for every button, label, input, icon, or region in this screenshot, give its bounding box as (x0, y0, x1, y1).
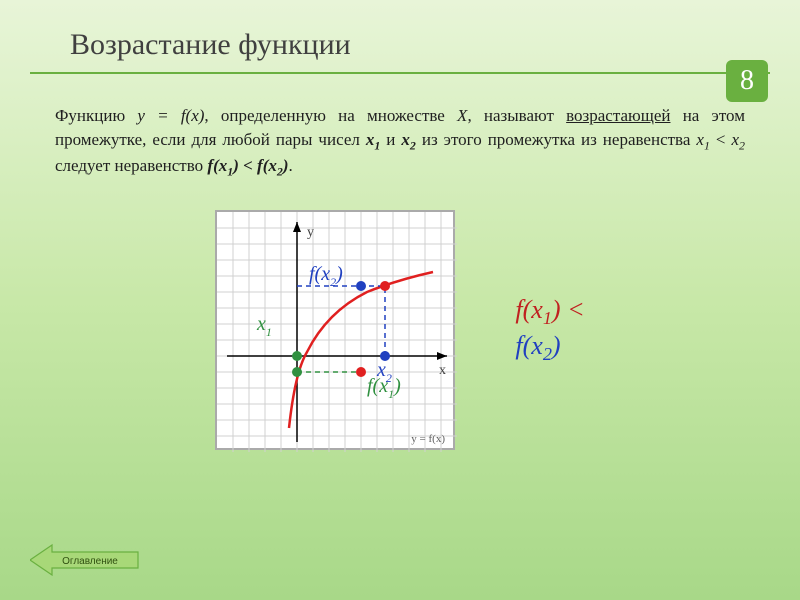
def-i1b: x (731, 130, 739, 149)
def-x2: x (401, 130, 410, 149)
svg-text:x: x (439, 363, 446, 378)
ineq-lhs-sub: 1 (543, 308, 552, 328)
arrow-left-icon: Оглавление (30, 543, 140, 577)
def-p2: , называют (467, 106, 566, 125)
ineq-rhs-t: f(x (515, 331, 542, 360)
title-rule (30, 72, 770, 74)
function-chart: yxx1x2f(x1)f(x2)y = f(x) (215, 210, 455, 450)
ineq-rhs-c: ) (552, 331, 561, 360)
slide-number-badge: 8 (726, 60, 768, 102)
def-p1: , определенную на множестве (204, 106, 457, 125)
ineq-rhs: f(x2) (515, 331, 560, 360)
svg-text:f(x1): f(x1) (367, 375, 401, 401)
def-prefix: Функцию (55, 106, 137, 125)
def-i2a: f(x (207, 156, 227, 175)
inequality-display: f(x1) < f(x2) (515, 294, 584, 366)
chart-svg: yxx1x2f(x1)f(x2)y = f(x) (217, 212, 457, 452)
def-lt1: < (710, 130, 732, 149)
def-p5: следует неравенство (55, 156, 207, 175)
definition-text: Функцию y = f(x), определенную на множес… (55, 104, 745, 180)
svg-text:x1: x1 (256, 313, 272, 339)
svg-text:y = f(x): y = f(x) (412, 433, 446, 445)
svg-text:f(x2): f(x2) (309, 263, 343, 289)
def-func: y = f(x) (137, 106, 204, 125)
svg-text:y: y (307, 225, 314, 240)
def-period: . (289, 156, 293, 175)
def-i1a: x (696, 130, 704, 149)
def-p4: из этого промежутка из неравенства (416, 130, 697, 149)
def-i2b: f(x (257, 156, 277, 175)
toc-label: Оглавление (62, 556, 118, 567)
page-title: Возрастание функции (0, 0, 800, 72)
ineq-lhs-t: f(x (515, 295, 542, 324)
def-and: и (380, 130, 401, 149)
def-lt2: < (239, 156, 257, 175)
content-row: yxx1x2f(x1)f(x2)y = f(x) f(x1) < f(x2) (0, 210, 800, 450)
toc-button[interactable]: Оглавление (30, 543, 140, 582)
ineq-rhs-sub: 2 (543, 344, 552, 364)
ineq-lhs: f(x1) < (515, 295, 584, 324)
ineq-lhs-c: ) < (552, 295, 585, 324)
def-setX: X (457, 106, 467, 125)
def-i1b-sub: 2 (739, 138, 745, 152)
def-term: возрастающей (566, 106, 670, 125)
